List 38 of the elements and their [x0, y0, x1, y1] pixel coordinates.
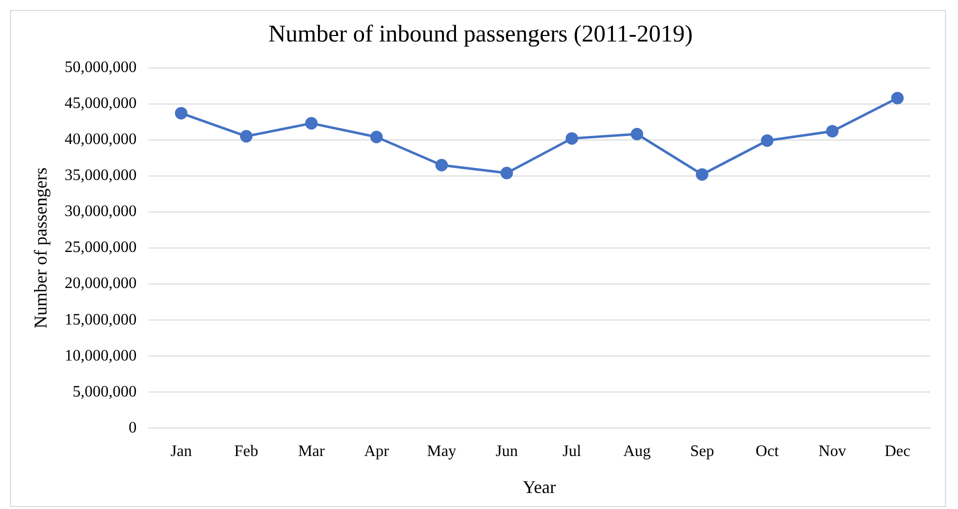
x-tick-label: Jul: [562, 443, 582, 460]
y-tick-label: 5,000,000: [72, 383, 137, 400]
point: [500, 166, 513, 180]
y-tick-label: 0: [128, 419, 137, 436]
x-tick-label: Feb: [234, 443, 258, 460]
point: [174, 106, 188, 120]
point: [305, 117, 318, 130]
x-tick-label: Nov: [818, 443, 846, 460]
x-tick-label: Mar: [298, 443, 326, 460]
y-tick-label: 35,000,000: [64, 167, 137, 184]
x-tick-label: Oct: [756, 443, 780, 460]
y-tick-label: 50,000,000: [64, 59, 137, 76]
x-tick-label: May: [426, 443, 456, 460]
chart-title: Number of inbound passengers (2011-2019): [268, 22, 693, 48]
x-tick-label: Apr: [364, 443, 390, 460]
point: [760, 134, 774, 147]
point: [240, 130, 253, 143]
x-tick-label: Sep: [690, 443, 714, 460]
y-tick-label: 15,000,000: [64, 311, 137, 328]
y-tick-label: 20,000,000: [64, 275, 137, 292]
point: [435, 158, 448, 172]
point: [566, 132, 578, 145]
point: [826, 124, 839, 138]
x-tick-label: Jun: [496, 443, 518, 460]
point: [630, 128, 644, 140]
x-tick-label: Dec: [884, 443, 910, 460]
point: [891, 92, 904, 104]
x-axis-title: Year: [522, 476, 556, 497]
y-tick-label: 25,000,000: [64, 239, 137, 256]
y-tick-label: 45,000,000: [64, 95, 137, 112]
x-tick-label: Jan: [170, 443, 192, 460]
y-axis-title: Number of passengers: [30, 168, 51, 328]
point: [696, 168, 708, 181]
x-tick-label: Aug: [623, 443, 651, 460]
point: [370, 130, 383, 144]
y-tick-label: 40,000,000: [64, 131, 137, 148]
y-tick-label: 10,000,000: [64, 347, 137, 364]
y-tick-label: 30,000,000: [64, 203, 137, 220]
